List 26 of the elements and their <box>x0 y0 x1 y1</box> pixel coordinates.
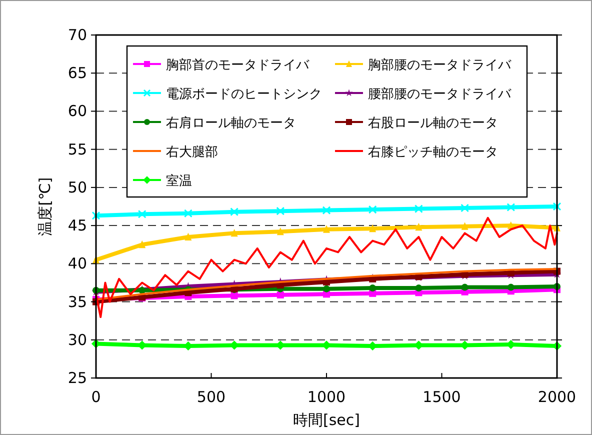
legend-label: 右肩ロール軸のモータ <box>166 115 296 131</box>
legend-label: 胸部腰のモータドライバ <box>368 58 512 73</box>
legend-label: 右膝ピッチ軸のモータ <box>368 145 498 160</box>
y-tick-label: 45 <box>68 216 87 235</box>
x-tick-label: 2000 <box>538 388 576 406</box>
y-tick-label: 30 <box>68 330 87 349</box>
y-tick-label: 25 <box>68 369 87 387</box>
y-tick-label: 40 <box>68 254 87 273</box>
y-tick-label: 70 <box>68 26 87 44</box>
legend-label: 電源ボードのヒートシンク <box>166 87 322 102</box>
x-tick-label: 1500 <box>422 388 461 406</box>
legend-label: 室温 <box>166 173 192 189</box>
x-tick-label: 0 <box>91 388 101 406</box>
x-tick-label: 500 <box>196 388 226 406</box>
y-tick-label: 65 <box>68 64 87 82</box>
y-axis-title: 温度[℃] <box>36 177 54 236</box>
legend-label: 胸部首のモータドライバ <box>166 58 310 73</box>
y-tick-label: 50 <box>68 178 87 196</box>
legend-label: 腰部腰のモータドライバ <box>368 87 512 102</box>
legend-label: 右大腿部 <box>166 145 218 160</box>
legend-label: 右股ロール軸のモータ <box>368 116 498 131</box>
y-tick-label: 60 <box>68 102 87 120</box>
y-tick-label: 55 <box>68 140 87 158</box>
x-axis-title: 時間[sec] <box>293 411 360 429</box>
y-tick-label: 35 <box>68 292 87 311</box>
x-tick-label: 1000 <box>307 388 346 406</box>
